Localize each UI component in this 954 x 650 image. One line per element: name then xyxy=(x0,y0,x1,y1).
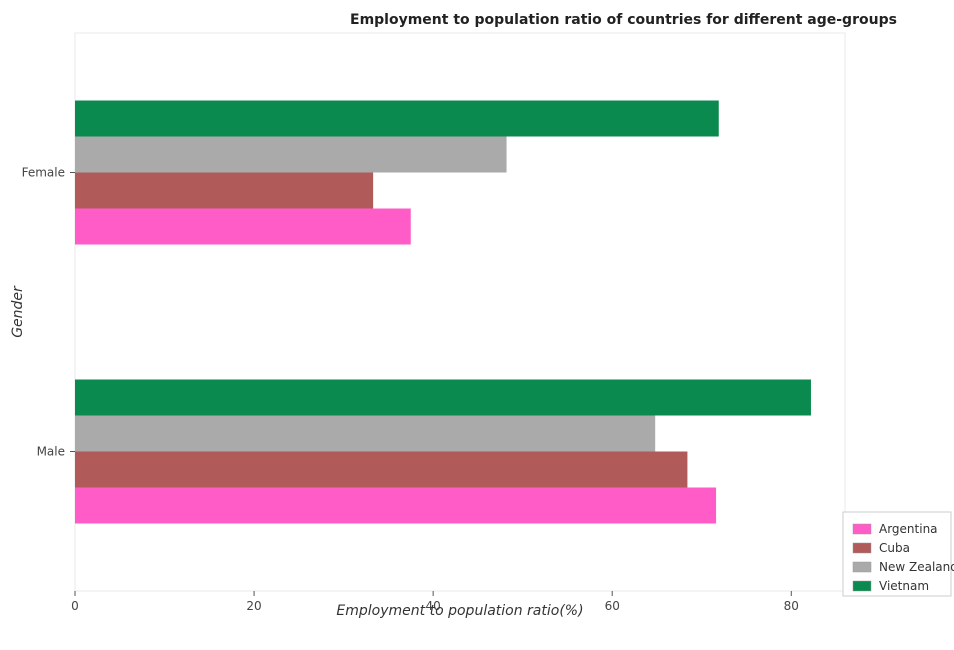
legend-label-vietnam: Vietnam xyxy=(879,579,929,593)
x-axis-label: Employment to population ratio(%) xyxy=(336,603,583,619)
x-tick-label: 0 xyxy=(71,599,79,613)
legend-swatch-cuba xyxy=(852,542,872,554)
x-tick-label: 20 xyxy=(246,599,261,613)
bar-female-argentina xyxy=(75,208,411,245)
legend-swatch-argentina xyxy=(852,523,872,535)
y-tick-label: Female xyxy=(22,166,65,180)
x-tick-label: 80 xyxy=(784,599,799,613)
bar-male-new-zealand xyxy=(75,415,656,452)
legend-swatch-new-zealand xyxy=(852,561,872,573)
chart-title: Employment to population ratio of countr… xyxy=(350,12,897,28)
x-tick-label: 60 xyxy=(605,599,620,613)
legend-swatch-vietnam xyxy=(852,580,872,592)
bars-group xyxy=(75,100,811,524)
axes-group: Female Male 0 20 40 60 80 xyxy=(22,166,799,614)
y-tick-label: Male xyxy=(37,445,65,459)
legend-label-new-zealand: New Zealand xyxy=(879,560,954,574)
bar-male-vietnam xyxy=(75,379,811,416)
bar-female-vietnam xyxy=(75,100,719,137)
legend: Argentina Cuba New Zealand Vietnam xyxy=(842,511,954,597)
legend-label-cuba: Cuba xyxy=(879,541,910,555)
bar-female-new-zealand xyxy=(75,136,507,173)
y-axis-label: Gender xyxy=(10,285,26,338)
bar-male-cuba xyxy=(75,451,688,488)
legend-label-argentina: Argentina xyxy=(879,522,938,536)
x-tick-label: 40 xyxy=(425,599,440,613)
bar-female-cuba xyxy=(75,172,374,209)
bar-male-argentina xyxy=(75,487,717,524)
